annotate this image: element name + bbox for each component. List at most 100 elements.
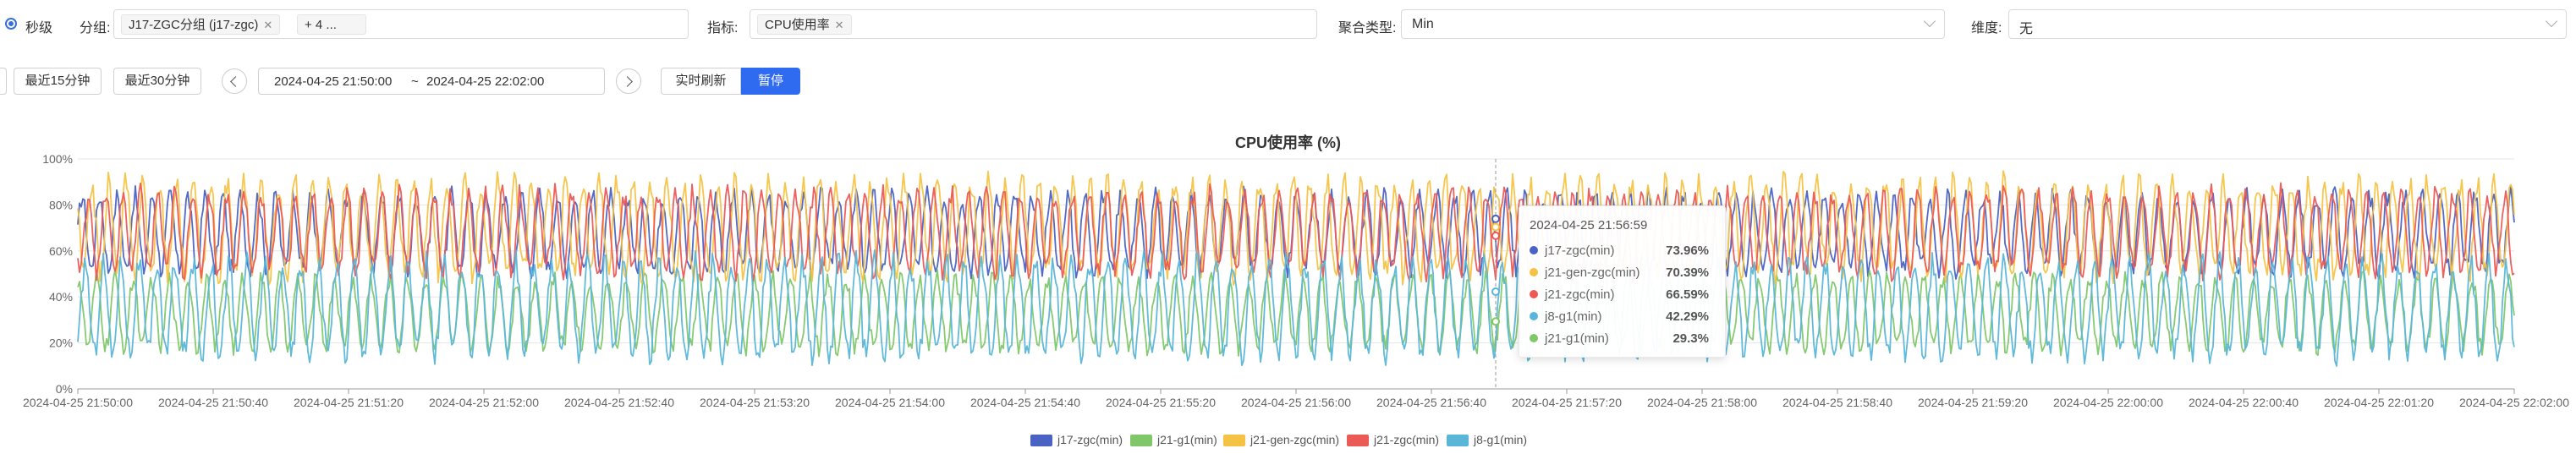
x-tick-label: 2024-04-25 22:01:20 [2324, 396, 2434, 409]
close-icon[interactable]: ✕ [263, 19, 273, 31]
y-tick-label: 80% [49, 198, 73, 211]
y-tick-label: 0% [56, 382, 73, 396]
legend-swatch [1030, 435, 1052, 446]
x-tick-label: 2024-04-25 21:51:20 [294, 396, 404, 409]
x-tick-label: 2024-04-25 21:59:20 [1918, 396, 2028, 409]
series-line-3 [77, 182, 2515, 283]
agg-value: Min [1412, 17, 1434, 31]
legend-label: j21-g1(min) [1157, 433, 1217, 446]
series-dot-icon [1530, 312, 1538, 320]
cursor-point-2 [1491, 222, 1500, 232]
end-date: 2024-04-25 22:02:00 [426, 74, 545, 89]
partial-button[interactable] [0, 68, 7, 95]
pause-button[interactable]: 暂停 [741, 68, 800, 95]
range-separator: ~ [411, 74, 419, 89]
tooltip-row: j21-gen-zgc(min) 70.39% [1530, 264, 1717, 282]
y-tick-label: 100% [42, 152, 73, 166]
time-toolbar: 最近15分钟 最近30分钟 2024-04-25 21:50:00 ~ 2024… [0, 64, 2576, 98]
date-range-picker[interactable]: 2024-04-25 21:50:00 ~ 2024-04-25 22:02:0… [258, 68, 605, 95]
tooltip-row: j8-g1(min) 42.29% [1530, 308, 1717, 326]
chart-tooltip: 2024-04-25 21:56:59 j17-zgc(min) 73.96% … [1519, 205, 1726, 358]
x-tick-label: 2024-04-25 22:02:00 [2459, 396, 2569, 409]
x-tick-label: 2024-04-25 21:56:00 [1241, 396, 1351, 409]
tooltip-series: j8-g1(min) [1545, 309, 1602, 324]
group-label: 分组: [80, 21, 111, 36]
tooltip-value: 70.39% [1666, 265, 1709, 280]
tooltip-series: j17-zgc(min) [1545, 243, 1615, 258]
x-tick-label: 2024-04-25 21:55:20 [1106, 396, 1216, 409]
x-tick-label: 2024-04-25 21:56:40 [1376, 396, 1486, 409]
granularity-radio[interactable] [5, 18, 17, 30]
dim-label: 维度: [1971, 21, 2002, 36]
legend-label: j17-zgc(min) [1057, 433, 1123, 446]
series-dot-icon [1530, 290, 1538, 298]
series-line-4 [77, 249, 2515, 367]
group-tag: J17-ZGC分组 (j17-zgc) ✕ [121, 14, 281, 35]
legend-label: j21-gen-zgc(min) [1250, 433, 1340, 446]
dim-select[interactable]: 无 [2008, 9, 2567, 39]
filter-bar: 秒级 分组: J17-ZGC分组 (j17-zgc) ✕ + 4 ... 指标: … [0, 0, 2576, 49]
x-tick-label: 2024-04-25 21:54:00 [835, 396, 945, 409]
legend-swatch [1447, 435, 1469, 446]
x-tick-label: 2024-04-25 21:50:40 [158, 396, 268, 409]
cursor-point-4 [1491, 287, 1500, 296]
tooltip-series: j21-gen-zgc(min) [1545, 265, 1640, 280]
metric-label: 指标: [707, 21, 739, 36]
last30-button[interactable]: 最近30分钟 [113, 68, 201, 95]
realtime-button[interactable]: 实时刷新 [661, 68, 741, 95]
tooltip-value: 73.96% [1666, 243, 1709, 258]
tooltip-series: j21-zgc(min) [1545, 287, 1615, 302]
metric-tag: CPU使用率 ✕ [757, 14, 852, 35]
start-date: 2024-04-25 21:50:00 [274, 74, 393, 89]
tooltip-value: 29.3% [1672, 331, 1709, 346]
x-tick-label: 2024-04-25 21:58:00 [1647, 396, 1757, 409]
next-icon[interactable] [616, 68, 641, 94]
tooltip-row: j21-g1(min) 29.3% [1530, 330, 1717, 348]
tooltip-row: j17-zgc(min) 73.96% [1530, 242, 1717, 260]
x-tick-label: 2024-04-25 21:50:00 [23, 396, 133, 409]
x-tick-label: 2024-04-25 21:54:40 [970, 396, 1080, 409]
series-dot-icon [1530, 246, 1538, 254]
x-tick-label: 2024-04-25 21:57:20 [1512, 396, 1622, 409]
x-tick-label: 2024-04-25 22:00:40 [2189, 396, 2299, 409]
dim-value: 无 [2019, 22, 2034, 36]
chart-legend: j17-zgc(min) j21-g1(min) j21-gen-zgc(min… [0, 431, 2576, 451]
group-tag-label: J17-ZGC分组 (j17-zgc) [129, 18, 259, 32]
y-tick-label: 40% [49, 290, 73, 304]
y-tick-label: 60% [49, 244, 73, 258]
legend-swatch [1347, 435, 1369, 446]
agg-label: 聚合类型: [1338, 21, 1397, 36]
prev-icon[interactable] [222, 68, 247, 94]
tooltip-value: 42.29% [1666, 309, 1709, 324]
group-more-tag[interactable]: + 4 ... [297, 14, 366, 35]
granularity-label: 秒级 [25, 21, 53, 36]
legend-label: j8-g1(min) [1474, 433, 1528, 446]
agg-select[interactable]: Min [1401, 9, 1945, 39]
series-line-1 [77, 268, 2515, 358]
tooltip-series: j21-g1(min) [1545, 331, 1609, 346]
x-tick-label: 2024-04-25 21:52:00 [429, 396, 539, 409]
cursor-point-0 [1491, 214, 1500, 223]
x-tick-label: 2024-04-25 21:53:20 [700, 396, 810, 409]
group-select[interactable]: J17-ZGC分组 (j17-zgc) ✕ + 4 ... [113, 9, 689, 39]
legend-swatch [1130, 435, 1152, 446]
tooltip-value: 66.59% [1666, 287, 1709, 302]
close-icon[interactable]: ✕ [834, 19, 844, 31]
tooltip-row: j21-zgc(min) 66.59% [1530, 286, 1717, 304]
chart-title: CPU使用率 (%) [1235, 134, 1341, 151]
metric-select[interactable]: CPU使用率 ✕ [750, 9, 1317, 39]
x-tick-label: 2024-04-25 21:52:40 [564, 396, 674, 409]
cursor-point-1 [1491, 317, 1500, 326]
last15-button[interactable]: 最近15分钟 [14, 68, 102, 95]
cursor-point-3 [1491, 231, 1500, 240]
x-tick-label: 2024-04-25 21:58:40 [1782, 396, 1892, 409]
legend-label: j21-zgc(min) [1374, 433, 1440, 446]
legend-swatch [1223, 435, 1245, 446]
series-dot-icon [1530, 334, 1538, 342]
x-tick-label: 2024-04-25 22:00:00 [2053, 396, 2163, 409]
y-tick-label: 20% [49, 336, 73, 350]
series-dot-icon [1530, 268, 1538, 276]
metric-tag-label: CPU使用率 [765, 18, 830, 32]
tooltip-time: 2024-04-25 21:56:59 [1530, 218, 1648, 232]
